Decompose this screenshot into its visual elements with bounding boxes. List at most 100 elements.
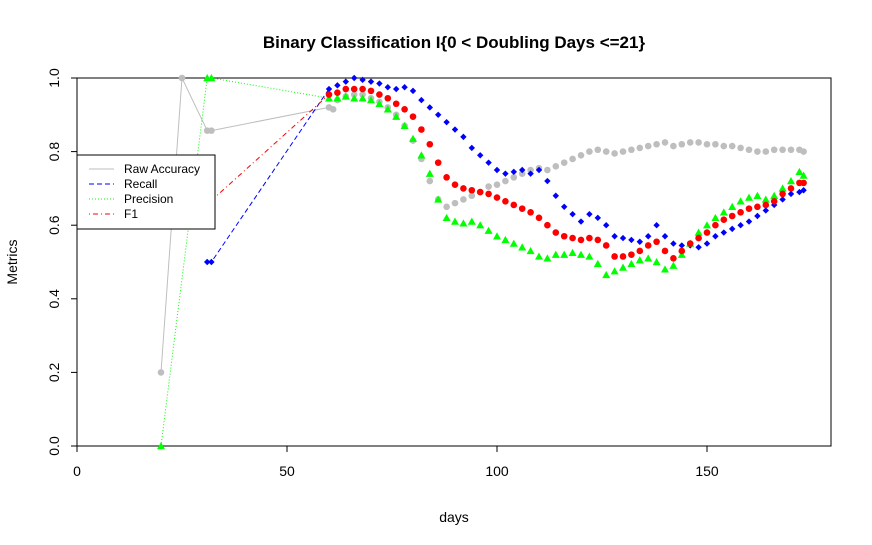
- series-recall-point: [569, 210, 576, 218]
- series-precision-point: [761, 195, 770, 203]
- series-raw-accuracy-point: [544, 166, 551, 174]
- series-precision-point: [476, 221, 485, 229]
- series-recall-point: [460, 133, 467, 141]
- series-recall-point: [603, 222, 610, 229]
- series-raw-accuracy-point: [636, 144, 644, 152]
- series-raw-accuracy-point: [619, 148, 627, 155]
- series-precision-point: [333, 94, 342, 102]
- series-raw-accuracy-point: [468, 192, 476, 200]
- series-precision-point: [493, 232, 501, 240]
- series-f1-point: [787, 185, 795, 192]
- series-raw-accuracy-point: [443, 203, 450, 211]
- legend-box: [76, 154, 216, 230]
- series-f1-point: [644, 242, 652, 249]
- series-raw-accuracy-point: [737, 144, 744, 152]
- series-f1-point: [544, 221, 551, 229]
- series-raw-accuracy-point: [670, 142, 677, 150]
- series-precision-point: [543, 254, 552, 262]
- series-raw-accuracy-point: [644, 142, 652, 150]
- series-raw-accuracy-point: [661, 139, 669, 146]
- series-f1-point: [468, 186, 476, 194]
- series-f1-point: [754, 203, 761, 211]
- series-recall-point: [695, 244, 702, 251]
- y-tick-label: 1.0: [46, 68, 62, 88]
- series-precision-point: [736, 197, 745, 205]
- series-recall-point: [443, 118, 450, 126]
- series-recall-point: [544, 177, 551, 185]
- y-tick-label: 0.8: [46, 142, 62, 162]
- series-f1-point: [350, 85, 358, 93]
- series-recall-point: [409, 87, 417, 95]
- series-raw-accuracy-point: [628, 146, 635, 154]
- series-f1-point: [392, 100, 400, 108]
- series-f1-point: [686, 240, 694, 247]
- series-recall-point: [661, 233, 669, 240]
- series-recall-point: [720, 229, 727, 236]
- x-axis: 0 50 100 150: [73, 445, 831, 479]
- series-recall-point: [678, 242, 685, 249]
- series-recall-point: [636, 238, 643, 245]
- series-precision-point: [728, 202, 737, 210]
- series-precision-line: [160, 77, 330, 447]
- series-f1-point: [770, 197, 778, 205]
- series-precision-point: [799, 171, 808, 179]
- series-raw-accuracy-point: [208, 127, 215, 134]
- series-f1-point: [359, 85, 366, 93]
- series-precision-point: [459, 219, 468, 227]
- series-precision-point: [753, 191, 762, 199]
- legend-entry: Precision: [124, 192, 173, 206]
- series-f1-point: [712, 221, 719, 229]
- series-f1-point: [800, 179, 807, 187]
- series-recall-point: [367, 78, 375, 85]
- series-f1-point: [510, 201, 518, 209]
- series-raw-accuracy-point: [460, 196, 467, 203]
- series-precision-point: [367, 96, 375, 104]
- series-recall-line: [207, 88, 330, 263]
- legend-entry: Raw Accuracy: [124, 162, 200, 176]
- series-f1-point: [703, 229, 711, 236]
- series-f1-point: [535, 214, 543, 222]
- y-tick-label: 0.4: [46, 289, 62, 309]
- series-precision-point: [745, 193, 753, 201]
- series-f1-point: [720, 216, 728, 223]
- series-f1-point: [594, 236, 602, 244]
- series-recall-point: [771, 201, 778, 209]
- series-raw-accuracy-point: [493, 181, 501, 189]
- series-raw-accuracy-point: [686, 139, 694, 146]
- legend-entry: F1: [124, 207, 138, 221]
- series-recall-point: [325, 85, 333, 93]
- series-raw-accuracy-point: [653, 140, 660, 148]
- series-recall-point: [670, 240, 677, 247]
- series-recall-point: [552, 192, 559, 199]
- series-precision-point: [694, 228, 703, 236]
- series-raw-accuracy-point: [695, 139, 702, 146]
- series-f1-point: [695, 234, 702, 242]
- series-raw-accuracy-point: [451, 199, 459, 207]
- x-tick-label: 50: [279, 463, 295, 479]
- series-recall-point: [594, 214, 601, 222]
- series-raw-accuracy-point: [426, 177, 434, 185]
- series-recall-point: [779, 196, 786, 203]
- legend-entry: Recall: [124, 177, 157, 191]
- series-precision-point: [417, 151, 426, 159]
- series-raw-accuracy-point: [569, 155, 576, 163]
- series-precision-point: [577, 250, 585, 258]
- series-precision-point: [770, 191, 779, 199]
- series-f1-point: [670, 255, 677, 262]
- series-f1-point: [418, 126, 425, 133]
- series-f1-point: [493, 194, 501, 201]
- series-recall-point: [376, 80, 383, 87]
- series-f1-point: [342, 85, 350, 93]
- plot-area-frame: [76, 77, 832, 447]
- series-precision-point: [358, 94, 367, 102]
- series-f1-point: [737, 209, 744, 216]
- series-raw-accuracy-point: [762, 148, 770, 155]
- series-precision-point: [619, 263, 627, 271]
- series-recall-point: [418, 96, 425, 104]
- chart-title: Binary Classification I{0 < Doubling Day…: [263, 33, 646, 52]
- series-raw-accuracy-point: [510, 174, 518, 181]
- series-raw-accuracy-point: [157, 369, 165, 376]
- series-recall-point: [645, 233, 652, 240]
- series-recall-point: [586, 210, 593, 218]
